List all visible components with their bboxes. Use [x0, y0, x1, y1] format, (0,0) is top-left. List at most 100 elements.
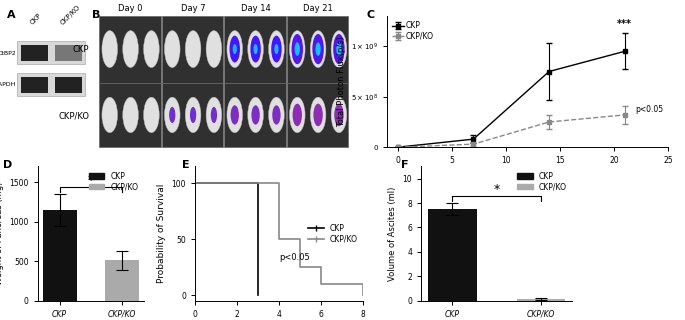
Ellipse shape [336, 42, 342, 56]
Ellipse shape [292, 34, 303, 64]
Ellipse shape [290, 97, 305, 133]
Ellipse shape [164, 31, 180, 68]
Text: E: E [182, 160, 189, 170]
Bar [225, 83, 286, 147]
Ellipse shape [102, 31, 118, 68]
Bar [99, 16, 160, 83]
CKP [254, 181, 262, 185]
Text: A: A [7, 10, 16, 20]
Ellipse shape [231, 105, 239, 124]
Ellipse shape [292, 104, 302, 126]
Ellipse shape [314, 104, 323, 126]
X-axis label: Days post-injection: Days post-injection [484, 171, 571, 180]
Ellipse shape [164, 97, 180, 133]
Ellipse shape [251, 36, 261, 62]
Ellipse shape [290, 31, 305, 68]
Text: p<0.05: p<0.05 [279, 253, 310, 262]
CKP/KO [191, 181, 199, 185]
Bar [105, 260, 139, 301]
CKP/KO [296, 237, 304, 241]
Bar [21, 77, 47, 93]
Ellipse shape [190, 107, 196, 123]
Line: CKP/KO: CKP/KO [195, 183, 363, 295]
Text: *: * [493, 183, 500, 196]
Y-axis label: Weight of Pancreas (mg): Weight of Pancreas (mg) [0, 182, 3, 285]
Text: C: C [366, 10, 375, 20]
CKP/KO [275, 237, 284, 241]
Bar [162, 83, 223, 147]
Bar [18, 73, 85, 96]
Ellipse shape [271, 36, 282, 62]
Ellipse shape [316, 42, 321, 56]
Ellipse shape [206, 31, 222, 68]
Ellipse shape [169, 107, 175, 123]
Ellipse shape [253, 44, 258, 54]
Line: CKP: CKP [195, 183, 258, 295]
Ellipse shape [331, 97, 347, 133]
Text: CKP: CKP [73, 44, 89, 53]
Ellipse shape [251, 105, 260, 124]
Ellipse shape [227, 97, 242, 133]
CKP [191, 181, 199, 185]
Ellipse shape [248, 31, 264, 68]
Ellipse shape [123, 31, 138, 68]
Bar [516, 299, 565, 301]
Text: B: B [92, 10, 101, 20]
Bar [21, 45, 47, 61]
Y-axis label: Total Photon Flux(p/s): Total Photon Flux(p/s) [336, 36, 345, 127]
Legend: CKP, CKP/KO: CKP, CKP/KO [307, 222, 359, 245]
Bar [55, 45, 82, 61]
Text: Day 0: Day 0 [119, 4, 143, 13]
Y-axis label: Volume of Ascites (ml): Volume of Ascites (ml) [388, 187, 397, 281]
Ellipse shape [227, 31, 242, 68]
Ellipse shape [123, 97, 138, 133]
Bar [287, 16, 348, 83]
Ellipse shape [331, 31, 347, 68]
Bar [287, 83, 348, 147]
Ellipse shape [269, 97, 284, 133]
CKP/KO [296, 265, 304, 269]
Text: GAPDH: GAPDH [0, 82, 16, 87]
Ellipse shape [185, 31, 201, 68]
Text: CKP: CKP [29, 12, 43, 26]
Ellipse shape [211, 107, 217, 123]
Bar [99, 83, 160, 147]
Ellipse shape [144, 31, 159, 68]
Ellipse shape [295, 42, 300, 56]
Ellipse shape [144, 97, 159, 133]
CKP/KO [275, 181, 284, 185]
Ellipse shape [312, 34, 324, 64]
Bar [18, 41, 85, 64]
CKP [254, 293, 262, 297]
CKP/KO [359, 293, 367, 297]
Ellipse shape [334, 104, 344, 126]
Ellipse shape [229, 36, 240, 62]
Legend: CKP, CKP/KO: CKP, CKP/KO [88, 170, 140, 193]
Legend: CKP, CKP/KO: CKP, CKP/KO [391, 20, 436, 43]
Bar [42, 210, 77, 301]
Bar [162, 16, 223, 83]
Legend: CKP, CKP/KO: CKP, CKP/KO [516, 170, 568, 193]
Ellipse shape [248, 97, 264, 133]
Y-axis label: Probability of Survival: Probability of Survival [157, 184, 166, 283]
Bar [55, 77, 82, 93]
Ellipse shape [274, 44, 279, 54]
Text: ***: *** [617, 19, 632, 29]
Ellipse shape [310, 97, 326, 133]
Bar [225, 16, 286, 83]
Text: Day 21: Day 21 [303, 4, 333, 13]
Text: F: F [401, 160, 408, 170]
Ellipse shape [206, 97, 222, 133]
Ellipse shape [333, 34, 345, 64]
Text: CKP/KO: CKP/KO [59, 4, 82, 26]
CKP/KO [317, 282, 325, 286]
Text: Day 7: Day 7 [181, 4, 206, 13]
CKP/KO [317, 265, 325, 269]
Text: p<0.05: p<0.05 [636, 105, 664, 114]
Bar [428, 209, 477, 301]
Text: D: D [3, 160, 13, 170]
Ellipse shape [310, 31, 326, 68]
Text: CtBP2: CtBP2 [0, 51, 16, 56]
Ellipse shape [102, 97, 118, 133]
Ellipse shape [272, 105, 281, 124]
